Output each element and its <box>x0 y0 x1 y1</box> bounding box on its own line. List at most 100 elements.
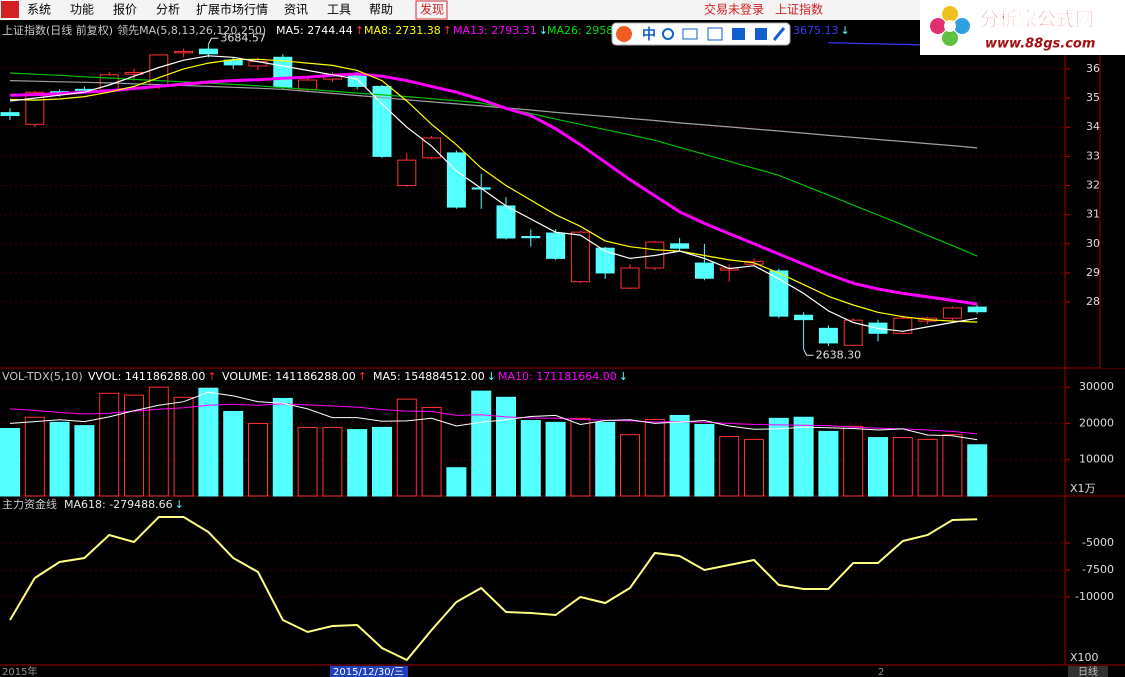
annotation-leader <box>803 349 814 356</box>
volume-bar <box>248 422 268 497</box>
volume-bar <box>694 424 715 497</box>
panel-subtitle: 领先MA(5,8,13,26,120,250) <box>117 24 266 37</box>
logo-title: 分析家公式网 <box>980 8 1094 31</box>
volume-bar <box>818 430 839 497</box>
annotation: 3684.57 <box>220 31 266 44</box>
volume-bar <box>124 394 144 497</box>
volume-bar <box>595 421 616 497</box>
timeline-period[interactable]: 日线 <box>1078 665 1098 677</box>
login-status[interactable]: 交易未登录 <box>704 2 764 17</box>
candle-body <box>198 48 218 55</box>
volume-bar <box>297 426 318 497</box>
ime-icon[interactable] <box>732 28 745 40</box>
candle-body <box>496 205 516 239</box>
menu: 系统 功能 报价 分析 扩展市场行情 资讯 工具 帮助 发现 交易未登录 上证指数 <box>27 2 823 17</box>
volume-bar <box>545 421 566 497</box>
candle-body <box>595 247 615 274</box>
timeline-mark: 2 <box>878 667 884 677</box>
volume-bar <box>868 437 888 497</box>
axis-unit: X100 <box>1070 651 1099 664</box>
candle-body <box>570 231 590 283</box>
volume-bar <box>74 425 95 497</box>
panel-title: 上证指数(日线 前复权) <box>2 23 113 37</box>
side-panel <box>1100 55 1125 368</box>
volume-bar <box>223 410 244 497</box>
volume-bar <box>347 429 368 497</box>
menu-bar <box>0 0 1125 20</box>
timeline-start: 2015年 <box>2 665 37 677</box>
legend-arrow: ↓ <box>619 370 628 383</box>
legend-arrow: ↑ <box>358 370 367 383</box>
plots: 2800290030003100320033003400350036003684… <box>0 23 1114 664</box>
legend-arrow: ↓ <box>539 24 548 37</box>
ime-mode[interactable]: 中 <box>642 26 656 43</box>
volume-bar <box>272 397 293 497</box>
legend-label: MA5: 2744.44 <box>276 24 353 37</box>
volume-bar <box>0 428 20 497</box>
menu-item[interactable]: 工具 <box>327 3 351 17</box>
menu-item[interactable]: 扩展市场行情 <box>196 2 268 17</box>
y-tick-label: 10000 <box>1079 453 1114 466</box>
volume-bar <box>421 406 442 497</box>
candle-body <box>620 267 640 289</box>
candle-body <box>149 54 169 87</box>
ime-icon[interactable] <box>682 28 698 40</box>
annotation: 2638.30 <box>816 348 862 361</box>
ime-icon[interactable] <box>755 28 767 40</box>
volume-bar <box>967 444 988 497</box>
candle-body <box>546 232 566 259</box>
candle-body <box>694 262 714 279</box>
legend-arrow: ↑ <box>207 370 216 383</box>
volume-ma-line <box>9 391 978 441</box>
logo-petal <box>942 30 958 46</box>
legend-arrow: ↓ <box>487 370 496 383</box>
candle-body <box>769 270 789 317</box>
menu-item[interactable]: 发现 <box>420 2 444 17</box>
candle-body <box>446 152 466 208</box>
y-tick-label: -10000 <box>1075 590 1114 603</box>
candle-body <box>942 307 962 319</box>
volume-bar <box>520 420 541 497</box>
candle-body <box>843 319 863 346</box>
candle-body <box>893 317 913 334</box>
volume-bar <box>372 426 392 497</box>
volume-bar <box>768 417 789 497</box>
menu-item[interactable]: 帮助 <box>369 3 393 17</box>
volume-bar <box>198 387 219 497</box>
candle-body <box>967 306 987 313</box>
legend-arrow: ↑ <box>443 24 452 37</box>
index-name[interactable]: 上证指数 <box>775 2 823 17</box>
menu-item[interactable]: 资讯 <box>284 3 308 17</box>
volume-bar <box>49 421 70 497</box>
menu-item[interactable]: 报价 <box>113 2 137 17</box>
menu-item[interactable]: 系统 <box>27 3 51 17</box>
ime-icon[interactable] <box>707 27 723 41</box>
menu-item[interactable]: 功能 <box>70 3 94 17</box>
volume-bar <box>496 396 516 497</box>
legend-arrow: ↑ <box>355 24 364 37</box>
panel-title: VOL-TDX(5,10) <box>2 370 83 383</box>
ime-icon[interactable] <box>772 27 786 41</box>
discover-box <box>415 0 448 20</box>
volume-bar <box>620 434 640 497</box>
y-tick-label: 20000 <box>1079 416 1114 429</box>
volume-bar <box>99 392 120 497</box>
cursor-date-box <box>330 666 408 677</box>
app-icon[interactable] <box>1 1 19 18</box>
volume-bar <box>24 416 45 497</box>
candle-body <box>818 327 838 344</box>
volume-ma-line <box>9 403 978 435</box>
logo-url: www.88gs.com <box>985 37 1095 52</box>
y-tick-label: -7500 <box>1082 563 1114 576</box>
ma-line <box>9 58 978 323</box>
ime-toolbar[interactable] <box>611 22 791 46</box>
volume-bar <box>917 438 938 497</box>
volume-bar <box>644 418 665 497</box>
ime-icon[interactable] <box>662 28 674 40</box>
menu-item[interactable]: 分析 <box>156 3 180 17</box>
volume-bar <box>570 417 591 497</box>
candle-body <box>794 314 814 321</box>
indicator-line <box>9 516 978 662</box>
